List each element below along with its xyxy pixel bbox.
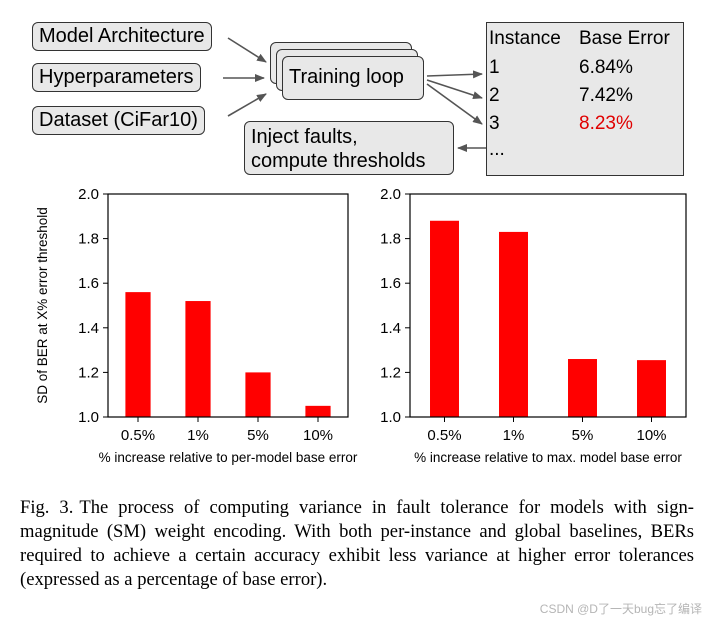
table-row-3-error: 8.23% — [579, 113, 633, 134]
right-chart-ytick-label: 1.4 — [380, 320, 401, 337]
right-chart-ytick-label: 1.2 — [380, 364, 401, 381]
inject-faults-box: Inject faults, compute thresholds — [244, 121, 454, 175]
table-header-base-error: Base Error — [579, 28, 670, 49]
left-chart-xtick-label: 1% — [187, 427, 209, 444]
right-chart-bar-2 — [499, 231, 528, 417]
right-chart-axes-frame — [409, 193, 687, 418]
left-chart-ylabel: SD of BER at X% error threshold — [35, 207, 50, 404]
arrow-training-to-row1 — [426, 70, 483, 79]
right-chart-xtick-label: 5% — [572, 427, 594, 444]
chart-per-model: 1.0 1.2 1.4 1.6 1.8 2.0 0.5% 1% 5% 10% % increase … — [35, 186, 358, 465]
chart-max-model: 1.0 1.2 1.4 1.6 1.8 2.0 0.5% 1% 5% 10% % increase … — [380, 186, 687, 465]
right-chart-ytick-label: 1.6 — [380, 275, 401, 292]
table-row-1-error: 6.84% — [579, 57, 633, 78]
table-row-1-instance: 1 — [489, 57, 500, 78]
left-chart-xlabel: % increase relative to per-model base er… — [99, 450, 358, 465]
input-dataset: Dataset (CiFar10) — [32, 106, 205, 135]
caption-text: The process of computing variance in fau… — [20, 497, 695, 590]
inject-faults-line1: Inject faults, — [251, 126, 358, 148]
right-chart-xtick-label: 10% — [636, 427, 666, 444]
base-error-table: Instance Base Error 1 6.84% 2 7.42% 3 8.… — [486, 22, 684, 176]
table-row-2-error: 7.42% — [579, 85, 633, 106]
right-chart-xtick-label: 0.5% — [427, 427, 461, 444]
left-chart-bar-2 — [185, 301, 211, 417]
figure-caption: Fig. 3. The process of computing variance… — [20, 496, 694, 592]
left-chart-bar-4 — [305, 405, 331, 417]
left-chart-axes-frame — [107, 193, 349, 418]
right-chart-bar-1 — [430, 220, 459, 417]
inject-faults-line2: compute thresholds — [251, 150, 426, 172]
right-chart-xtick-label: 1% — [503, 427, 525, 444]
left-chart-bar-3 — [245, 372, 271, 417]
right-chart-bar-3 — [568, 359, 597, 417]
left-chart-xtick-label: 5% — [247, 427, 269, 444]
arrow-training-to-row3 — [426, 83, 483, 125]
table-ellipsis: ... — [489, 139, 505, 160]
right-chart-ytick-label: 1.0 — [380, 409, 401, 426]
right-chart-bar-4 — [637, 360, 666, 417]
table-row-2-instance: 2 — [489, 85, 500, 106]
left-chart-xtick-label: 10% — [303, 427, 333, 444]
input-hyperparameters: Hyperparameters — [32, 63, 201, 92]
table-header-instance: Instance — [489, 28, 561, 49]
left-chart-ytick-label: 1.2 — [78, 364, 99, 381]
left-chart-ytick-label: 2.0 — [78, 186, 99, 203]
table-row-3-instance: 3 — [489, 113, 500, 134]
arrow-dataset-to-training — [227, 93, 267, 117]
training-loop-box: Training loop — [282, 56, 424, 100]
watermark: CSDN @D了一天bug忘了编译 — [539, 602, 702, 616]
left-chart-ytick-label: 1.6 — [78, 275, 99, 292]
input-model-architecture: Model Architecture — [32, 22, 212, 51]
left-chart-ytick-label: 1.0 — [78, 409, 99, 426]
right-chart-ytick-label: 1.8 — [380, 231, 401, 248]
right-chart-ytick-label: 2.0 — [380, 186, 401, 203]
left-chart-bar-1 — [125, 292, 151, 417]
arrow-training-to-row2 — [426, 79, 483, 100]
left-chart-ytick-label: 1.8 — [78, 231, 99, 248]
left-chart-ytick-label: 1.4 — [78, 320, 99, 337]
caption-label: Fig. 3. — [20, 497, 74, 518]
right-chart-xlabel: % increase relative to max. model base e… — [414, 450, 682, 465]
left-chart-xtick-label: 0.5% — [121, 427, 155, 444]
arrow-architecture-to-training — [227, 37, 267, 63]
